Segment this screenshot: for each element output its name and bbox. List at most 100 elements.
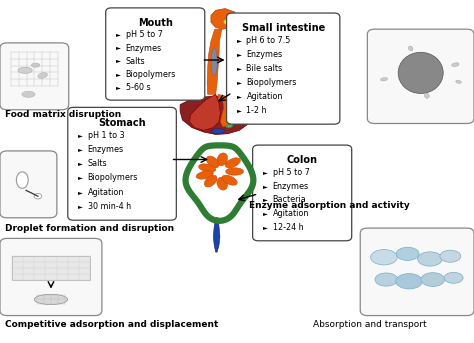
Text: ►: ►	[78, 161, 83, 166]
Polygon shape	[213, 218, 220, 252]
Text: ►: ►	[78, 147, 83, 152]
FancyBboxPatch shape	[227, 13, 340, 124]
Ellipse shape	[225, 120, 233, 128]
Text: ►: ►	[263, 184, 268, 189]
Text: Agitation: Agitation	[246, 92, 283, 101]
Text: ►: ►	[116, 46, 121, 50]
Text: Colon: Colon	[287, 155, 318, 165]
Text: Salts: Salts	[88, 159, 107, 168]
Text: pH 5 to 7: pH 5 to 7	[273, 168, 310, 177]
FancyBboxPatch shape	[12, 256, 90, 280]
Text: ►: ►	[237, 80, 242, 85]
Ellipse shape	[206, 156, 219, 168]
Ellipse shape	[418, 252, 442, 266]
Text: Enzymes: Enzymes	[273, 182, 309, 191]
Text: Enzymes: Enzymes	[246, 50, 283, 59]
Text: Absorption and transport: Absorption and transport	[313, 320, 427, 329]
Ellipse shape	[16, 172, 28, 188]
Text: Bacteria: Bacteria	[273, 196, 306, 204]
Ellipse shape	[211, 129, 225, 133]
Text: 30 min-4 h: 30 min-4 h	[88, 202, 131, 211]
FancyBboxPatch shape	[106, 8, 205, 100]
Text: Bile salts: Bile salts	[246, 64, 283, 73]
Ellipse shape	[409, 46, 413, 51]
Ellipse shape	[211, 48, 217, 75]
Text: ►: ►	[116, 59, 121, 63]
Text: 1-2 h: 1-2 h	[246, 106, 267, 115]
FancyBboxPatch shape	[253, 145, 352, 241]
Text: 12-24 h: 12-24 h	[273, 223, 303, 232]
Ellipse shape	[381, 78, 388, 81]
Polygon shape	[207, 29, 222, 94]
Text: ►: ►	[263, 211, 268, 216]
Text: ►: ►	[78, 133, 83, 138]
Text: ►: ►	[237, 66, 242, 71]
Text: Salts: Salts	[126, 57, 145, 66]
Text: pH 1 to 3: pH 1 to 3	[88, 131, 124, 140]
Text: ►: ►	[116, 72, 121, 76]
Ellipse shape	[396, 274, 422, 289]
Ellipse shape	[38, 72, 47, 79]
Text: Food matrix disruption: Food matrix disruption	[5, 110, 121, 119]
Text: Competitive adsorption and displacement: Competitive adsorption and displacement	[5, 320, 218, 329]
Text: ►: ►	[78, 190, 83, 195]
Text: Biopolymers: Biopolymers	[88, 174, 138, 182]
FancyBboxPatch shape	[68, 107, 176, 220]
Ellipse shape	[440, 250, 461, 262]
Ellipse shape	[31, 63, 40, 67]
Ellipse shape	[217, 153, 228, 166]
Text: ►: ►	[237, 94, 242, 99]
Text: ►: ►	[78, 204, 83, 209]
Text: ►: ►	[237, 52, 242, 57]
Text: pH 6 to 7.5: pH 6 to 7.5	[246, 36, 291, 45]
Ellipse shape	[18, 67, 32, 73]
Ellipse shape	[225, 158, 240, 168]
Text: Biopolymers: Biopolymers	[246, 78, 297, 87]
Ellipse shape	[396, 247, 419, 260]
Text: ►: ►	[237, 38, 242, 43]
FancyBboxPatch shape	[0, 238, 102, 316]
Text: Enzymes: Enzymes	[88, 145, 124, 154]
Text: pH 5 to 7: pH 5 to 7	[126, 31, 163, 39]
Text: Stomach: Stomach	[98, 118, 146, 128]
Ellipse shape	[444, 272, 463, 283]
Ellipse shape	[375, 273, 398, 286]
Ellipse shape	[199, 164, 216, 172]
Text: Small intestine: Small intestine	[242, 23, 325, 33]
Text: Mouth: Mouth	[138, 18, 173, 28]
Polygon shape	[180, 96, 254, 134]
Ellipse shape	[224, 19, 234, 25]
Text: ►: ►	[263, 225, 268, 230]
Text: Agitation: Agitation	[88, 188, 124, 197]
FancyBboxPatch shape	[0, 43, 69, 110]
Text: ►: ►	[116, 33, 121, 37]
Ellipse shape	[456, 80, 461, 83]
Text: Enzymes: Enzymes	[126, 44, 162, 52]
Ellipse shape	[222, 175, 237, 185]
Text: ►: ►	[116, 85, 121, 90]
Text: 5-60 s: 5-60 s	[126, 83, 150, 92]
Polygon shape	[211, 9, 237, 29]
Ellipse shape	[398, 52, 443, 93]
Text: Enzyme adsorption and activity: Enzyme adsorption and activity	[249, 201, 410, 210]
Text: Agitation: Agitation	[273, 209, 309, 218]
Text: ►: ►	[263, 170, 268, 175]
Ellipse shape	[196, 171, 213, 179]
Ellipse shape	[204, 175, 217, 187]
FancyBboxPatch shape	[367, 29, 474, 123]
Ellipse shape	[34, 193, 42, 199]
Ellipse shape	[421, 273, 445, 286]
Text: Droplet formation and disruption: Droplet formation and disruption	[5, 224, 174, 233]
Polygon shape	[218, 94, 235, 127]
Ellipse shape	[424, 93, 429, 98]
Ellipse shape	[22, 91, 35, 97]
Ellipse shape	[34, 294, 67, 305]
Text: ►: ►	[263, 198, 268, 202]
Ellipse shape	[452, 63, 459, 67]
Polygon shape	[190, 94, 220, 130]
FancyBboxPatch shape	[0, 151, 57, 218]
Text: ►: ►	[237, 108, 242, 113]
Ellipse shape	[217, 177, 228, 190]
FancyBboxPatch shape	[360, 228, 474, 316]
Ellipse shape	[371, 250, 397, 265]
